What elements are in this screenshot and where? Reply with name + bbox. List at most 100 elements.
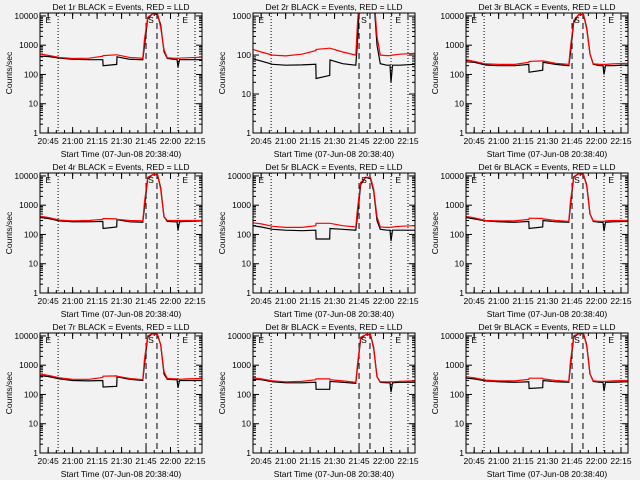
series-line-lld xyxy=(40,13,202,60)
series-group xyxy=(253,176,415,242)
x-axis-label: Start Time (07-Jun-08 20:38:40) xyxy=(487,469,608,479)
x-tick-label: 22:15 xyxy=(184,136,206,146)
series-group xyxy=(466,14,628,75)
marker-label-s: S xyxy=(361,15,367,25)
x-tick-label: 21:45 xyxy=(135,456,157,466)
series-line-lld xyxy=(466,333,628,383)
series-group xyxy=(40,174,202,231)
y-axis-label: Counts/sec xyxy=(430,211,440,254)
y-tick-label: 100 xyxy=(450,69,464,79)
y-tick-label: 10 xyxy=(29,259,39,269)
y-tick-label: 10 xyxy=(242,419,252,429)
y-tick-label: 100 xyxy=(24,389,38,399)
y-tick-label: 10000 xyxy=(440,11,464,21)
y-tick-label: 10 xyxy=(29,99,39,109)
y-tick-label: 1 xyxy=(459,128,464,138)
y-tick-label: 1 xyxy=(459,448,464,458)
marker-label-e: E xyxy=(45,335,51,345)
y-tick-label: 10 xyxy=(455,99,465,109)
y-tick-label: 1 xyxy=(33,448,38,458)
y-tick-label: 100 xyxy=(237,389,251,399)
detector-panel-5: Det 5r BLACK = Events, RED = LLD Counts/s… xyxy=(217,162,419,319)
x-tick-label: 20:45 xyxy=(251,136,273,146)
x-tick-label: 21:15 xyxy=(512,456,534,466)
y-tick-label: 10000 xyxy=(14,331,38,341)
y-tick-label: 100 xyxy=(24,69,38,79)
plot-frame xyxy=(39,12,203,134)
x-tick-label: 22:15 xyxy=(184,296,206,306)
y-tick-label: 1 xyxy=(246,448,251,458)
x-axis-label: Start Time (07-Jun-08 20:38:40) xyxy=(274,469,395,479)
marker-label-e: E xyxy=(182,175,188,185)
marker-label-s: S xyxy=(361,175,367,185)
y-tick-label: 1000 xyxy=(19,200,38,210)
marker-label-e: E xyxy=(182,15,188,25)
series-line-events xyxy=(466,333,628,392)
x-tick-label: 21:30 xyxy=(537,136,559,146)
plot-frame xyxy=(252,12,416,134)
x-tick-label: 21:00 xyxy=(62,136,84,146)
series-group xyxy=(253,13,415,83)
detector-panel-7: Det 7r BLACK = Events, RED = LLD Counts/s… xyxy=(4,322,206,479)
x-tick-label: 21:15 xyxy=(512,296,534,306)
marker-label-e: E xyxy=(395,335,401,345)
y-tick-label: 10 xyxy=(455,259,465,269)
x-tick-label: 21:15 xyxy=(299,296,321,306)
x-tick-label: 21:45 xyxy=(561,296,583,306)
y-tick-label: 10000 xyxy=(227,331,251,341)
y-tick-label: 10 xyxy=(242,89,252,99)
plot-frame xyxy=(252,332,416,454)
marker-label-e: E xyxy=(608,15,614,25)
x-tick-label: 21:45 xyxy=(348,456,370,466)
series-group xyxy=(253,334,415,393)
marker-label-s: S xyxy=(574,15,580,25)
x-tick-label: 22:15 xyxy=(610,456,632,466)
series-line-events xyxy=(40,13,202,68)
x-tick-label: 21:45 xyxy=(135,296,157,306)
series-line-lld xyxy=(253,13,415,57)
y-tick-label: 1 xyxy=(246,128,251,138)
x-tick-label: 21:45 xyxy=(561,456,583,466)
marker-label-e: E xyxy=(608,175,614,185)
plot-frame xyxy=(252,172,416,294)
series-line-events xyxy=(253,176,415,242)
detector-panel-6: Det 6r BLACK = Events, RED = LLD Counts/s… xyxy=(430,162,632,319)
plot-frame xyxy=(39,172,203,294)
series-line-events xyxy=(253,334,415,393)
detector-panel-1: Det 1r BLACK = Events, RED = LLD Counts/s… xyxy=(4,2,206,159)
x-tick-label: 21:30 xyxy=(111,136,133,146)
x-tick-label: 21:30 xyxy=(324,136,346,146)
x-tick-label: 21:45 xyxy=(561,136,583,146)
series-line-lld xyxy=(466,173,628,223)
marker-label-s: S xyxy=(574,335,580,345)
series-line-events xyxy=(466,14,628,75)
x-tick-label: 20:45 xyxy=(464,296,486,306)
x-tick-label: 21:15 xyxy=(512,136,534,146)
x-tick-label: 22:00 xyxy=(586,456,608,466)
y-tick-label: 100 xyxy=(24,229,38,239)
x-axis-label: Start Time (07-Jun-08 20:38:40) xyxy=(61,309,182,319)
y-tick-label: 100 xyxy=(237,50,251,60)
y-tick-label: 10 xyxy=(455,419,465,429)
y-tick-label: 10000 xyxy=(440,171,464,181)
panel-title: Det 1r BLACK = Events, RED = LLD xyxy=(52,2,189,12)
series-line-events xyxy=(40,174,202,231)
x-tick-label: 22:15 xyxy=(397,296,419,306)
panel-title: Det 8r BLACK = Events, RED = LLD xyxy=(265,322,402,332)
x-tick-label: 22:00 xyxy=(373,456,395,466)
x-tick-label: 21:15 xyxy=(299,136,321,146)
series-group xyxy=(466,333,628,392)
y-axis-label: Counts/sec xyxy=(217,371,227,414)
marker-label-e: E xyxy=(45,175,51,185)
series-line-events xyxy=(466,173,628,232)
y-axis-label: Counts/sec xyxy=(217,51,227,94)
